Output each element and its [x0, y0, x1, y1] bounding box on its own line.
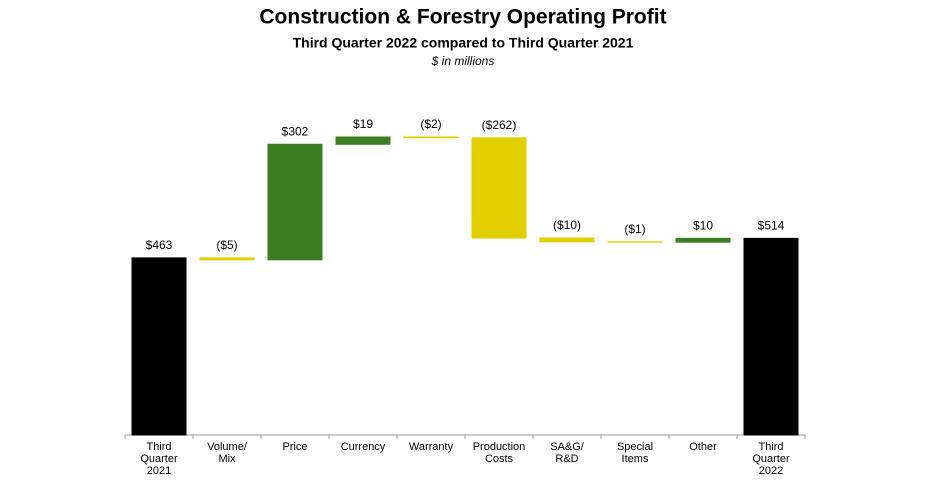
x-tick-label: Other: [689, 441, 717, 453]
bar: [131, 257, 187, 436]
bar: [675, 237, 731, 243]
bar: [539, 237, 595, 243]
x-tick-label: Production Costs: [472, 441, 526, 465]
bar: [403, 136, 459, 139]
x-tick-label: Warranty: [408, 441, 454, 453]
x-tick-label: Volume/ Mix: [207, 441, 247, 465]
x-tick-label: Special Items: [616, 441, 654, 465]
value-label: ($262): [482, 118, 517, 132]
bar: [335, 136, 391, 145]
value-label: ($1): [624, 222, 645, 236]
x-tick-label: Price: [282, 441, 308, 453]
x-tick-label: Third Quarter 2022: [752, 441, 790, 477]
value-label: $302: [282, 124, 309, 138]
x-tick-label: Currency: [340, 441, 386, 453]
bar: [199, 257, 255, 261]
unit-note: $ in millions: [431, 54, 495, 68]
x-tick-label: Third Quarter 2021: [140, 441, 178, 477]
bar: [743, 237, 799, 436]
value-label: $19: [353, 117, 373, 131]
chart-title: Construction & Forestry Operating Profit: [259, 6, 666, 29]
bar: [267, 143, 323, 261]
value-label: $10: [693, 219, 713, 233]
value-label: ($10): [553, 218, 581, 232]
chart-subtitle: Third Quarter 2022 compared to Third Qua…: [293, 35, 634, 51]
value-label: $463: [146, 238, 173, 252]
x-tick-label: SA&G/ R&D: [550, 441, 584, 465]
value-label: ($2): [420, 117, 441, 131]
bar: [471, 137, 527, 239]
value-label: ($5): [216, 238, 237, 252]
value-label: $514: [758, 219, 785, 233]
